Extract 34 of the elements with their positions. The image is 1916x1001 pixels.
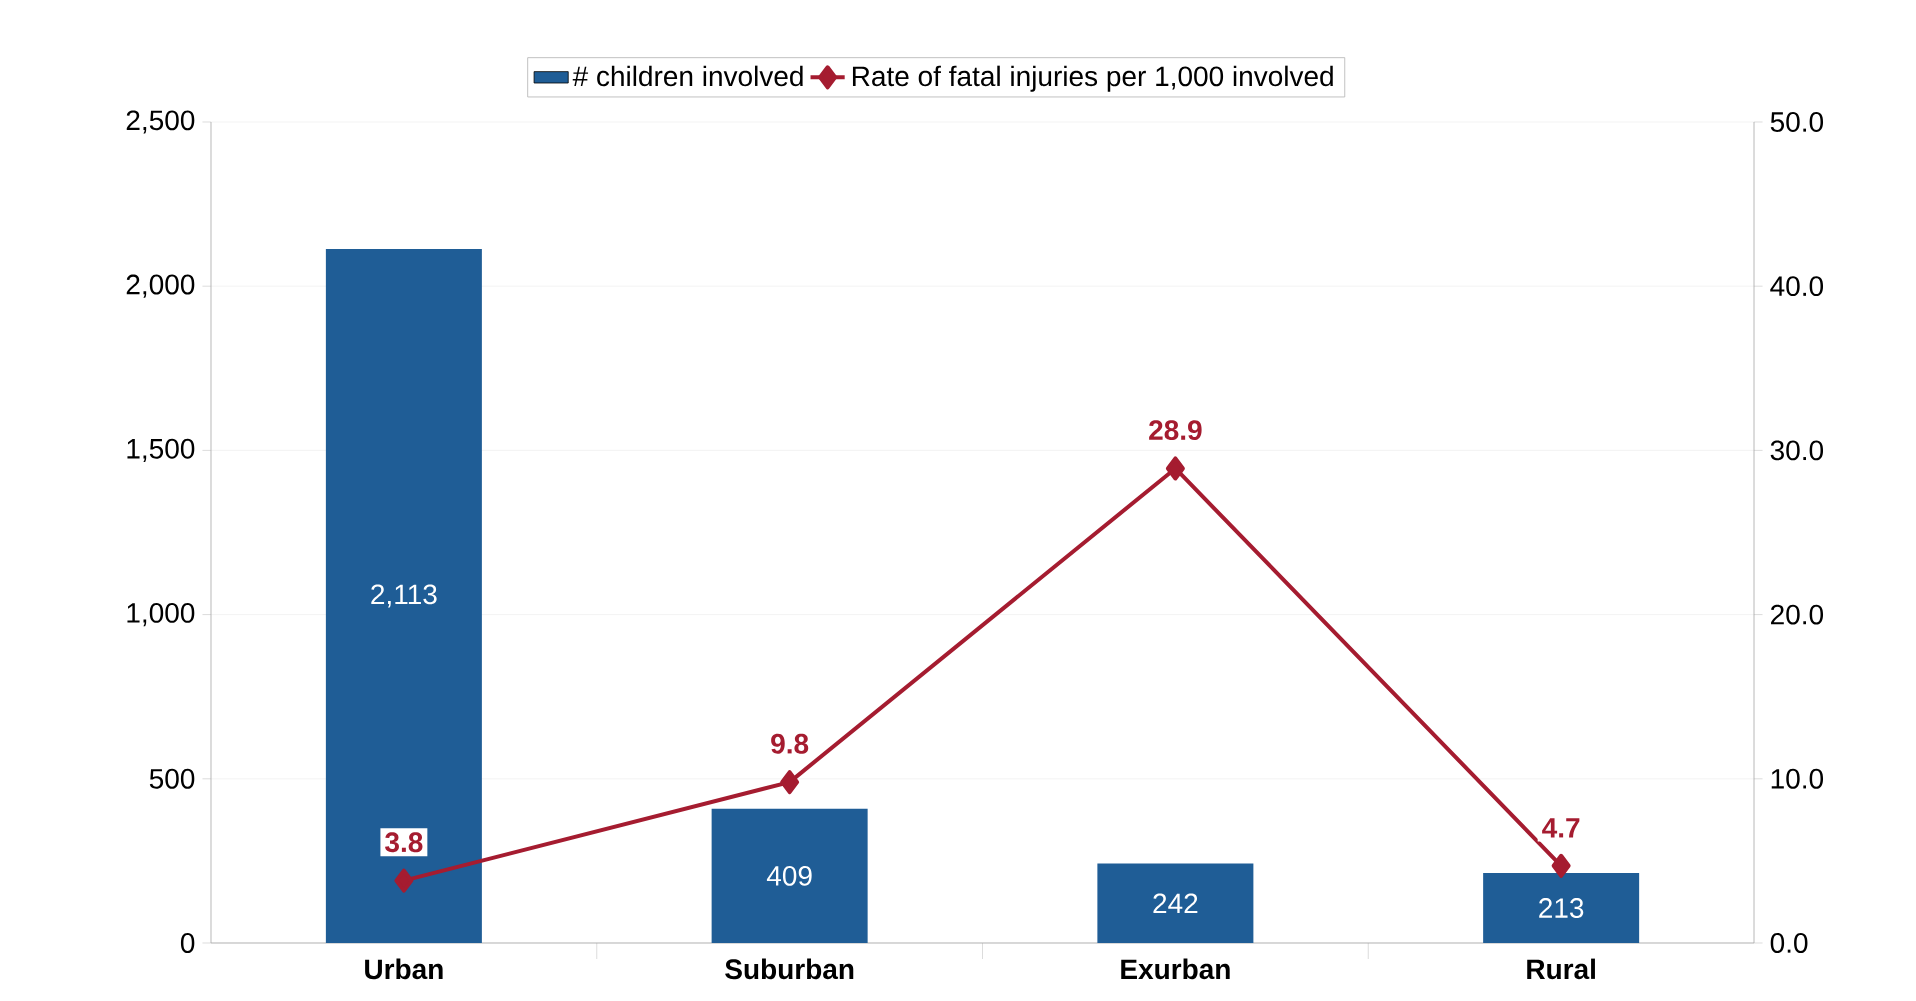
point — [394, 868, 414, 893]
y2-tick-label: 10.0 — [1771, 768, 1824, 789]
y-tick-label: 500 — [149, 768, 195, 789]
data-label: 409 — [766, 865, 812, 886]
data-label: 4.7 — [1542, 818, 1580, 838]
bar — [711, 808, 868, 943]
legend-label: # children involved — [572, 65, 803, 87]
point — [1165, 456, 1185, 481]
data-label: 2,113 — [371, 584, 437, 608]
y-tick-label: 1,000 — [127, 603, 195, 627]
y2-tick-label: 20.0 — [1771, 604, 1824, 625]
data-label: 28.9 — [1149, 420, 1202, 441]
y-tick-label: 1,500 — [127, 438, 195, 462]
x-tick-label: Suburban — [725, 958, 854, 980]
y-tick-label: 0 — [180, 933, 195, 953]
data-label: 3.8 — [385, 832, 423, 853]
x-tick-label: Exurban — [1121, 958, 1230, 980]
y2-tick-label: 30.0 — [1770, 440, 1824, 461]
data-label: 213 — [1539, 898, 1584, 918]
y-tick-label: 2,500 — [126, 110, 195, 134]
bar — [1483, 873, 1640, 943]
y2-tick-label: 40.0 — [1770, 276, 1824, 297]
y2-tick-label: 0.0 — [1770, 933, 1808, 953]
bar — [325, 249, 482, 943]
y2-tick-label: 50.0 — [1770, 112, 1824, 132]
bar — [1097, 863, 1254, 943]
point — [1551, 853, 1571, 878]
y-tick-label: 2,000 — [126, 274, 195, 298]
data-label: 242 — [1153, 893, 1198, 914]
x-tick-label: Rural — [1527, 958, 1595, 980]
point — [780, 770, 800, 795]
legend-label: Rate of fatal injuries per 1,000 involved — [852, 65, 1333, 92]
x-tick-label: Urban — [365, 958, 443, 980]
data-label: 9.8 — [771, 733, 809, 754]
